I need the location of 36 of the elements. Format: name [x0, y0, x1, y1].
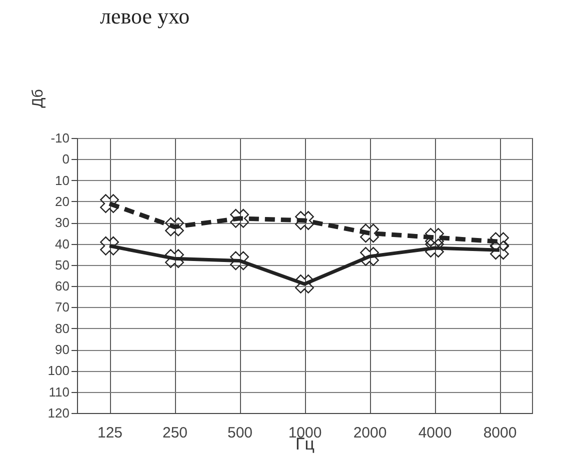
point — [100, 236, 119, 256]
y-tick-label: 30 — [55, 215, 70, 230]
point — [425, 238, 444, 258]
y-tick-label: 60 — [55, 278, 70, 294]
x-tick-label: 500 — [227, 424, 253, 442]
point — [165, 249, 184, 268]
y-tick-label: 120 — [48, 406, 70, 420]
y-tick-label: 0 — [62, 152, 70, 167]
point — [165, 217, 184, 236]
point — [490, 232, 509, 252]
x-tick-label: 125 — [97, 424, 123, 442]
point — [230, 251, 249, 270]
point — [490, 240, 509, 260]
point — [100, 194, 119, 214]
y-axis-title: Дб — [30, 89, 46, 108]
y-tick-label: 10 — [55, 172, 70, 188]
y-tick-label: 40 — [55, 236, 70, 252]
x-tick-label: 2000 — [353, 424, 387, 442]
y-tick-label: -10 — [50, 130, 70, 146]
point — [295, 211, 314, 230]
point — [360, 247, 379, 266]
y-tick-label: 70 — [55, 300, 70, 315]
y-tick-label: 80 — [55, 320, 70, 336]
y-tick-label: 100 — [48, 363, 70, 378]
y-tick-label: 20 — [55, 194, 70, 209]
chart-title: левое ухо — [100, 4, 190, 29]
y-tick-label: 110 — [48, 384, 70, 400]
point — [230, 208, 249, 228]
y-tick-label: 90 — [55, 342, 70, 358]
point — [295, 274, 314, 294]
point — [425, 228, 444, 247]
x-tick-label: 4000 — [418, 424, 452, 442]
x-tick-label: 8000 — [483, 424, 517, 442]
point — [360, 224, 379, 243]
y-tick-label: 50 — [55, 257, 70, 272]
x-tick-label: 250 — [162, 424, 188, 442]
